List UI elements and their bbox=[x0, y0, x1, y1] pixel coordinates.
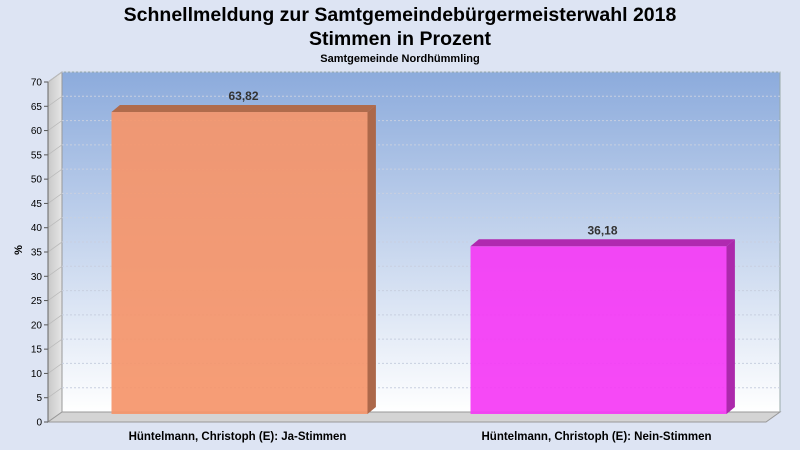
chart-title: Schnellmeldung zur Samtgemeindebürgermei… bbox=[0, 3, 800, 51]
gridline-side bbox=[47, 265, 63, 277]
gridline-side bbox=[47, 71, 63, 83]
bar-1 bbox=[111, 105, 376, 414]
y-tick-label: 20 bbox=[31, 320, 43, 331]
gridline-side bbox=[47, 363, 63, 374]
y-tick-label: 25 bbox=[31, 296, 43, 307]
category-label: Hüntelmann, Christoph (E): Ja-Stimmen bbox=[129, 431, 347, 443]
plot-floor bbox=[46, 411, 782, 423]
bars-group bbox=[111, 105, 735, 414]
bar-side bbox=[726, 239, 735, 414]
y-tick-label: 35 bbox=[31, 248, 43, 259]
bar-front bbox=[470, 246, 727, 414]
gridline-side bbox=[47, 95, 63, 107]
chart-title-line-2: Stimmen in Prozent bbox=[308, 28, 492, 50]
data-label: 36,18 bbox=[587, 223, 617, 237]
gridline-side bbox=[47, 144, 63, 156]
bar-side bbox=[367, 105, 376, 414]
y-tick-label: 10 bbox=[31, 369, 43, 380]
gridline-side bbox=[47, 168, 63, 180]
gridline-side bbox=[47, 241, 63, 253]
y-tick-label: 60 bbox=[31, 126, 43, 137]
bar-2 bbox=[470, 239, 735, 414]
data-label: 63,82 bbox=[228, 89, 258, 103]
bar-top bbox=[111, 105, 376, 113]
gridline-side bbox=[47, 193, 63, 204]
category-label: Hüntelmann, Christoph (E): Nein-Stimmen bbox=[482, 431, 712, 443]
y-tick-label: 65 bbox=[31, 102, 43, 113]
gridline-side bbox=[47, 387, 63, 399]
grid-lines bbox=[47, 71, 780, 399]
y-tick-label: 15 bbox=[31, 345, 43, 356]
y-tick-label: 55 bbox=[31, 150, 43, 161]
bar-top bbox=[470, 239, 735, 247]
chart-title-line-1: Schnellmeldung zur Samtgemeindebürgermei… bbox=[123, 4, 677, 26]
y-axis-label: % bbox=[13, 245, 25, 255]
gridline-side bbox=[47, 338, 63, 350]
chart-subtitle: Samtgemeinde Nordhümmling bbox=[320, 53, 480, 65]
y-tick-label: 0 bbox=[36, 418, 42, 429]
labels-group: 63,82 Hüntelmann, Christoph (E): Ja-Stimm… bbox=[129, 89, 712, 443]
gridline-side bbox=[47, 120, 63, 131]
gridline-side bbox=[47, 290, 63, 301]
gridline-side bbox=[47, 217, 63, 229]
y-tick-label: 70 bbox=[31, 78, 43, 89]
bar-front bbox=[111, 112, 368, 414]
y-tick-label: 50 bbox=[31, 175, 43, 186]
axes-group: 0 5 10 15 20 25 30 35 40 45 50 55 60 65 70% bbox=[13, 78, 49, 429]
y-tick-label: 5 bbox=[36, 393, 42, 404]
gridline-side bbox=[47, 314, 63, 326]
y-tick-label: 30 bbox=[31, 272, 43, 283]
y-tick-label: 45 bbox=[31, 199, 43, 210]
y-tick-label: 40 bbox=[31, 223, 43, 234]
